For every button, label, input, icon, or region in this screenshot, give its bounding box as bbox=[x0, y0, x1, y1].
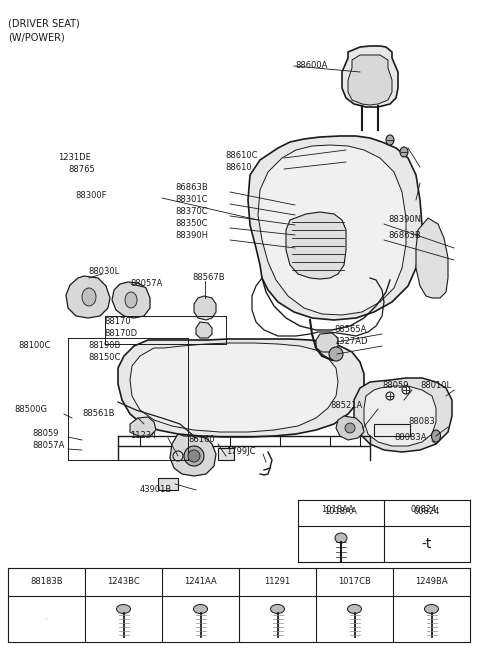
Text: 88190B: 88190B bbox=[88, 342, 120, 350]
Text: 88170D: 88170D bbox=[104, 329, 137, 338]
Text: 11291: 11291 bbox=[264, 577, 290, 586]
Text: 88390H: 88390H bbox=[175, 232, 208, 241]
Text: 1018AA: 1018AA bbox=[322, 506, 354, 514]
Text: 88030L: 88030L bbox=[88, 268, 119, 276]
Polygon shape bbox=[194, 296, 216, 320]
Text: 88370C: 88370C bbox=[175, 207, 208, 216]
Polygon shape bbox=[130, 343, 338, 432]
Text: 88100C: 88100C bbox=[18, 342, 50, 350]
Text: 88300F: 88300F bbox=[75, 190, 107, 199]
Text: 88567B: 88567B bbox=[192, 274, 225, 283]
Bar bbox=[158, 478, 178, 490]
Text: 86863B: 86863B bbox=[175, 184, 208, 192]
Bar bbox=[218, 448, 234, 460]
Text: -t: -t bbox=[422, 537, 432, 551]
Text: 88170: 88170 bbox=[104, 318, 131, 327]
Polygon shape bbox=[364, 386, 436, 446]
Text: 88610C: 88610C bbox=[225, 150, 257, 159]
Text: 1017CB: 1017CB bbox=[338, 577, 371, 586]
Polygon shape bbox=[348, 55, 392, 105]
Polygon shape bbox=[342, 46, 398, 107]
Ellipse shape bbox=[345, 423, 355, 433]
Ellipse shape bbox=[329, 347, 343, 361]
Text: 88390N: 88390N bbox=[388, 216, 421, 224]
Bar bbox=[374, 424, 410, 436]
Text: 88301C: 88301C bbox=[175, 195, 207, 205]
Polygon shape bbox=[354, 378, 452, 452]
Ellipse shape bbox=[188, 450, 200, 462]
Text: 88565A: 88565A bbox=[334, 325, 366, 335]
Text: 43901B: 43901B bbox=[140, 485, 172, 495]
Polygon shape bbox=[336, 416, 364, 440]
Text: 88150C: 88150C bbox=[88, 354, 120, 363]
Polygon shape bbox=[118, 339, 364, 437]
Ellipse shape bbox=[184, 446, 204, 466]
Text: (W/POWER): (W/POWER) bbox=[8, 32, 65, 42]
Text: 88561B: 88561B bbox=[82, 409, 115, 419]
Polygon shape bbox=[112, 282, 150, 318]
Ellipse shape bbox=[432, 430, 441, 442]
Ellipse shape bbox=[400, 147, 408, 157]
Text: 11234: 11234 bbox=[130, 432, 156, 440]
Ellipse shape bbox=[424, 604, 439, 613]
Ellipse shape bbox=[348, 604, 361, 613]
Ellipse shape bbox=[335, 533, 347, 543]
Text: 88057A: 88057A bbox=[32, 441, 64, 451]
Text: (DRIVER SEAT): (DRIVER SEAT) bbox=[8, 18, 80, 28]
Ellipse shape bbox=[386, 135, 394, 145]
Text: 88600A: 88600A bbox=[295, 60, 327, 70]
Text: 00824: 00824 bbox=[411, 506, 437, 514]
Ellipse shape bbox=[125, 292, 137, 308]
Polygon shape bbox=[130, 417, 156, 436]
Text: 1799JC: 1799JC bbox=[226, 447, 255, 457]
Text: 88500G: 88500G bbox=[14, 405, 47, 415]
Text: 88010L: 88010L bbox=[420, 382, 451, 390]
Polygon shape bbox=[196, 322, 212, 338]
Polygon shape bbox=[170, 434, 216, 476]
Text: 86160: 86160 bbox=[188, 436, 215, 445]
Text: 00824: 00824 bbox=[414, 508, 440, 516]
Polygon shape bbox=[66, 276, 110, 318]
Ellipse shape bbox=[117, 604, 131, 613]
Text: 88083: 88083 bbox=[408, 417, 435, 426]
Text: 1231DE: 1231DE bbox=[58, 154, 91, 163]
Text: 88610: 88610 bbox=[225, 163, 252, 171]
Text: 1241AA: 1241AA bbox=[184, 577, 217, 586]
Text: 1327AD: 1327AD bbox=[334, 337, 368, 346]
Text: 1243BC: 1243BC bbox=[107, 577, 140, 586]
Polygon shape bbox=[316, 333, 338, 352]
Text: 88350C: 88350C bbox=[175, 220, 207, 228]
Text: 86863B: 86863B bbox=[388, 232, 421, 241]
Text: 1018AA: 1018AA bbox=[324, 508, 358, 516]
Polygon shape bbox=[258, 145, 406, 315]
Text: 88057A: 88057A bbox=[130, 279, 162, 289]
Ellipse shape bbox=[82, 288, 96, 306]
Text: 88765: 88765 bbox=[68, 165, 95, 174]
Text: 88083A: 88083A bbox=[394, 434, 427, 443]
Text: 88059: 88059 bbox=[382, 382, 408, 390]
Text: 88521A: 88521A bbox=[330, 401, 362, 411]
Text: 88059: 88059 bbox=[32, 430, 59, 438]
Ellipse shape bbox=[271, 604, 285, 613]
Polygon shape bbox=[286, 212, 346, 279]
Ellipse shape bbox=[193, 604, 207, 613]
Text: 1249BA: 1249BA bbox=[415, 577, 448, 586]
Polygon shape bbox=[416, 218, 448, 298]
Text: 88183B: 88183B bbox=[30, 577, 63, 586]
Polygon shape bbox=[248, 136, 422, 320]
